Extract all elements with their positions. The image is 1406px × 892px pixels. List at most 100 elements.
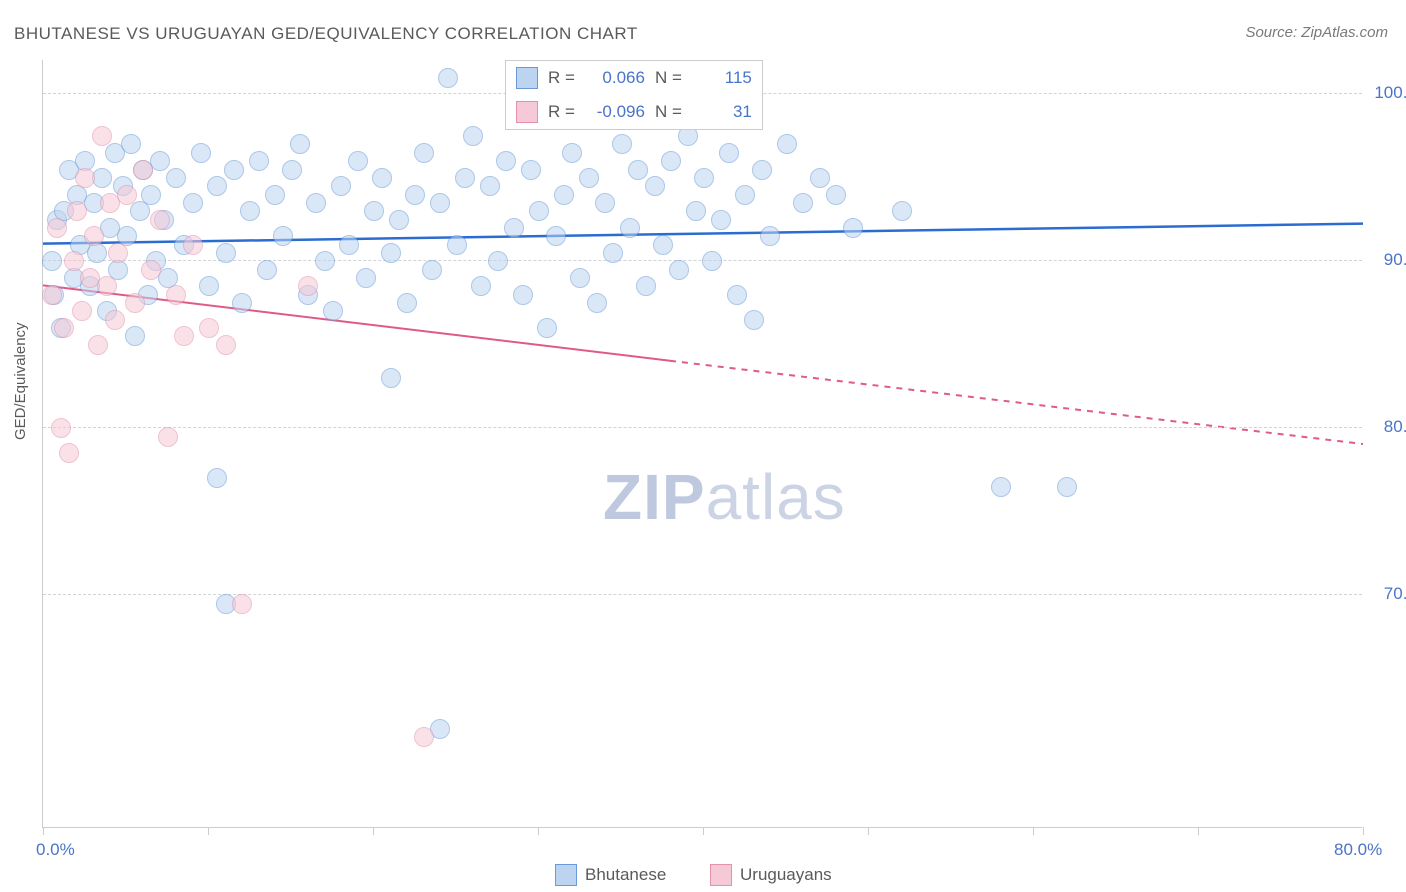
scatter-point xyxy=(75,168,95,188)
scatter-point xyxy=(587,293,607,313)
y-gridline xyxy=(43,427,1362,428)
y-tick-label: 70.0% xyxy=(1368,584,1406,604)
scatter-point xyxy=(554,185,574,205)
r-label: R = xyxy=(548,64,575,92)
scatter-point xyxy=(183,193,203,213)
scatter-point xyxy=(669,260,689,280)
x-tick xyxy=(1033,827,1034,835)
scatter-point xyxy=(54,318,74,338)
scatter-point xyxy=(397,293,417,313)
scatter-point xyxy=(752,160,772,180)
scatter-point xyxy=(777,134,797,154)
scatter-point xyxy=(42,285,62,305)
scatter-point xyxy=(92,126,112,146)
scatter-point xyxy=(735,185,755,205)
plot-area: ZIPatlas 70.0%80.0%90.0%100.0% xyxy=(42,60,1362,828)
scatter-point xyxy=(414,727,434,747)
series-swatch xyxy=(516,67,538,89)
scatter-point xyxy=(199,318,219,338)
series-name: Bhutanese xyxy=(585,865,666,885)
scatter-point xyxy=(216,335,236,355)
scatter-point xyxy=(282,160,302,180)
scatter-point xyxy=(562,143,582,163)
scatter-point xyxy=(141,185,161,205)
scatter-point xyxy=(381,368,401,388)
x-legend-item: Bhutanese xyxy=(555,864,666,886)
scatter-point xyxy=(422,260,442,280)
correlation-row: R = -0.096 N = 31 xyxy=(506,95,762,129)
scatter-point xyxy=(727,285,747,305)
correlation-row: R =0.066N =115 xyxy=(506,61,762,95)
trend-line-extrapolated xyxy=(670,361,1363,444)
scatter-point xyxy=(59,443,79,463)
scatter-point xyxy=(315,251,335,271)
scatter-point xyxy=(265,185,285,205)
scatter-point xyxy=(488,251,508,271)
scatter-point xyxy=(150,210,170,230)
series-swatch xyxy=(516,101,538,123)
scatter-point xyxy=(117,185,137,205)
scatter-point xyxy=(216,243,236,263)
r-value: -0.096 xyxy=(585,98,645,126)
scatter-point xyxy=(1057,477,1077,497)
x-tick xyxy=(538,827,539,835)
y-tick-label: 90.0% xyxy=(1368,250,1406,270)
scatter-point xyxy=(232,594,252,614)
scatter-point xyxy=(826,185,846,205)
x-tick xyxy=(43,827,44,835)
y-axis-label: GED/Equivalency xyxy=(12,322,29,440)
scatter-point xyxy=(991,477,1011,497)
scatter-point xyxy=(105,310,125,330)
scatter-point xyxy=(711,210,731,230)
scatter-point xyxy=(628,160,648,180)
scatter-point xyxy=(546,226,566,246)
x-tick-label: 0.0% xyxy=(36,840,75,860)
scatter-point xyxy=(843,218,863,238)
scatter-point xyxy=(455,168,475,188)
scatter-point xyxy=(694,168,714,188)
scatter-point xyxy=(183,235,203,255)
y-tick-label: 80.0% xyxy=(1368,417,1406,437)
x-tick xyxy=(1198,827,1199,835)
scatter-point xyxy=(521,160,541,180)
scatter-point xyxy=(249,151,269,171)
scatter-point xyxy=(645,176,665,196)
chart-container: BHUTANESE VS URUGUAYAN GED/EQUIVALENCY C… xyxy=(0,0,1406,892)
scatter-point xyxy=(438,68,458,88)
scatter-point xyxy=(405,185,425,205)
scatter-point xyxy=(513,285,533,305)
scatter-point xyxy=(430,193,450,213)
scatter-point xyxy=(719,143,739,163)
scatter-point xyxy=(191,143,211,163)
scatter-point xyxy=(141,260,161,280)
scatter-point xyxy=(579,168,599,188)
scatter-point xyxy=(87,243,107,263)
n-value: 31 xyxy=(692,98,752,126)
scatter-point xyxy=(414,143,434,163)
x-tick xyxy=(703,827,704,835)
n-label: N = xyxy=(655,98,682,126)
x-tick xyxy=(1363,827,1364,835)
scatter-point xyxy=(381,243,401,263)
scatter-point xyxy=(744,310,764,330)
source-label: Source: ZipAtlas.com xyxy=(1245,24,1388,41)
scatter-point xyxy=(166,285,186,305)
scatter-point xyxy=(389,210,409,230)
scatter-point xyxy=(339,235,359,255)
n-label: N = xyxy=(655,64,682,92)
scatter-point xyxy=(97,276,117,296)
chart-title: BHUTANESE VS URUGUAYAN GED/EQUIVALENCY C… xyxy=(14,24,638,44)
n-value: 115 xyxy=(692,64,752,92)
series-swatch xyxy=(710,864,732,886)
scatter-point xyxy=(620,218,640,238)
x-tick-label: 80.0% xyxy=(1334,840,1382,860)
scatter-point xyxy=(51,418,71,438)
scatter-point xyxy=(64,251,84,271)
x-tick xyxy=(208,827,209,835)
series-name: Uruguayans xyxy=(740,865,832,885)
x-legend-item: Uruguayans xyxy=(710,864,832,886)
scatter-point xyxy=(257,260,277,280)
scatter-point xyxy=(686,201,706,221)
series-swatch xyxy=(555,864,577,886)
r-label: R = xyxy=(548,98,575,126)
